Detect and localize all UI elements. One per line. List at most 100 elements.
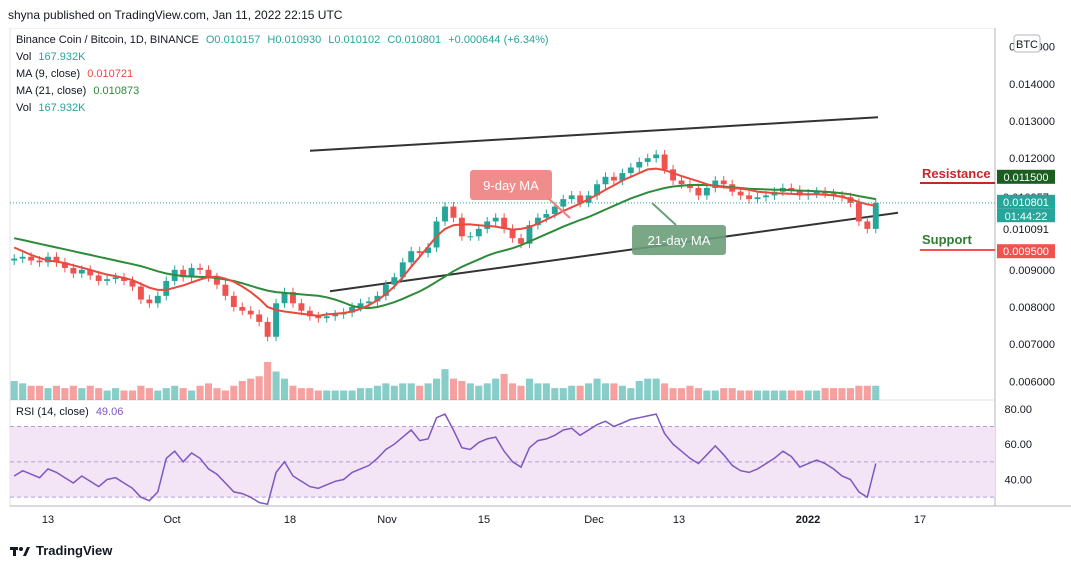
candle-body <box>256 314 263 322</box>
volume-bar <box>264 362 272 400</box>
volume-bar <box>475 385 483 400</box>
volume-bar <box>551 388 559 400</box>
channel-upper-line <box>309 116 879 152</box>
candle-body <box>19 256 26 259</box>
volume-bar <box>458 381 466 400</box>
candle-body <box>382 284 389 296</box>
volume-bar <box>753 390 762 400</box>
volume-bar <box>449 378 457 400</box>
volume-bar <box>36 385 44 400</box>
volume-bar <box>618 385 626 400</box>
candle-body <box>239 307 246 311</box>
volume-bar <box>762 390 770 400</box>
price-tick-label: 0.009000 <box>1009 265 1055 277</box>
candle-body <box>323 316 330 319</box>
ma21-label[interactable]: MA (21, close) <box>16 85 87 97</box>
price-label-box <box>997 208 1055 223</box>
candle-body <box>678 180 685 185</box>
time-tick-label: 18 <box>284 514 296 526</box>
candle-body <box>796 189 803 196</box>
volume-bar <box>745 390 753 400</box>
volume-bar <box>179 388 187 400</box>
publish-header: shyna published on TradingView.com, Jan … <box>8 8 343 22</box>
ma9-callout-pointer <box>547 197 571 219</box>
rsi-label[interactable]: RSI (14, close) <box>16 406 89 418</box>
candle-body <box>112 277 119 280</box>
volume-bar <box>838 388 846 400</box>
candle-body <box>560 199 567 207</box>
volume-bar <box>661 383 669 400</box>
ohlc-low: L0.010102 <box>328 34 381 46</box>
candle-body <box>11 258 18 261</box>
chart-svg[interactable]: 9-day MA 21-day MA Resistance Support 0.… <box>0 27 1071 536</box>
rsi-line <box>13 413 877 506</box>
candle-body <box>222 284 229 296</box>
ma21-callout-box <box>632 225 726 255</box>
volume-bar <box>711 390 719 400</box>
price-tick-label: 0.006000 <box>1009 376 1055 388</box>
candle-body <box>703 187 710 196</box>
ma9-label[interactable]: MA (9, close) <box>16 68 81 80</box>
candle-body <box>746 195 753 200</box>
price-label-text: 01:44:22 <box>1005 211 1048 223</box>
symbol-name[interactable]: Binance Coin / Bitcoin, 1D, BINANCE <box>16 34 199 46</box>
candle-body <box>53 256 60 263</box>
volume-bar <box>770 390 778 400</box>
volume2-label[interactable]: Vol <box>16 102 32 114</box>
rsi-value: 49.06 <box>95 406 124 418</box>
candle-body <box>872 202 879 229</box>
candle-body <box>163 280 170 296</box>
candle-body <box>534 217 541 226</box>
price-label-box <box>997 169 1055 184</box>
candle-body <box>87 269 94 276</box>
tradingview-brand[interactable]: TradingView <box>36 543 113 558</box>
volume-bar <box>525 378 534 400</box>
volume-bar <box>542 383 550 400</box>
candle-body <box>442 206 448 222</box>
volume-bar <box>441 369 449 400</box>
legend-symbol-row: Binance Coin / Bitcoin, 1D, BINANCE O0.0… <box>16 34 553 46</box>
volume-bar <box>112 388 120 400</box>
volume-bar <box>492 378 500 400</box>
currency-badge-box[interactable] <box>1013 34 1041 53</box>
volume-label[interactable]: Vol <box>16 51 32 63</box>
volume-bar <box>390 385 398 400</box>
candle-body <box>467 236 474 238</box>
volume-bar <box>855 385 863 400</box>
volume2-value: 167.932K <box>38 102 86 114</box>
candle-body <box>712 180 719 188</box>
candle-body <box>146 299 153 304</box>
volume-bar <box>737 390 745 400</box>
volume-bar <box>61 388 69 400</box>
volume-value: 167.932K <box>38 51 86 63</box>
candle-body <box>281 292 288 304</box>
price-tick-label: 0.007000 <box>1009 339 1055 351</box>
tradingview-logo-icon <box>10 546 30 556</box>
volume-bar <box>703 390 711 400</box>
candle-body <box>661 154 668 170</box>
volume-bar <box>297 388 305 400</box>
candle-body <box>475 228 482 237</box>
candle-body <box>619 173 626 181</box>
volume-bar <box>534 383 542 400</box>
volume-bar <box>69 385 77 400</box>
legend-ma9-row: MA (9, close) 0.010721 <box>16 68 137 80</box>
volume-bar <box>86 385 94 400</box>
time-tick-label: Dec <box>584 514 604 526</box>
ma9-callout-text: 9-day MA <box>483 178 539 193</box>
volume-bar <box>399 383 407 400</box>
time-tick-label: 17 <box>914 514 926 526</box>
volume-bar <box>509 383 517 400</box>
volume-bar <box>120 390 128 400</box>
price-label-box <box>997 244 1055 259</box>
candle-body <box>188 267 195 278</box>
volume-bar <box>627 388 635 400</box>
volume-bar <box>796 390 804 400</box>
candle-body <box>433 221 440 248</box>
candle-body <box>247 310 254 315</box>
candle-body <box>273 303 280 337</box>
candle-body <box>458 217 465 237</box>
currency-badge[interactable]: BTC <box>1016 39 1038 51</box>
legend-volume-row: Vol 167.932K <box>16 51 89 63</box>
chart-area[interactable]: 9-day MA 21-day MA Resistance Support 0.… <box>0 27 1071 536</box>
